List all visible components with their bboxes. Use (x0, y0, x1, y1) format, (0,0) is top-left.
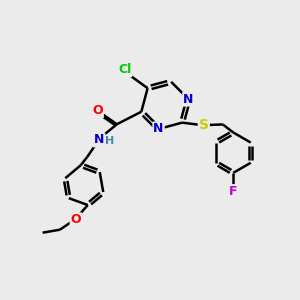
Text: H: H (105, 136, 114, 146)
Text: N: N (153, 122, 164, 136)
Text: O: O (92, 104, 103, 117)
Text: O: O (70, 213, 81, 226)
Text: N: N (94, 134, 104, 146)
Text: S: S (199, 118, 209, 132)
Text: F: F (229, 185, 238, 198)
Text: N: N (183, 93, 194, 106)
Text: Cl: Cl (118, 63, 131, 76)
